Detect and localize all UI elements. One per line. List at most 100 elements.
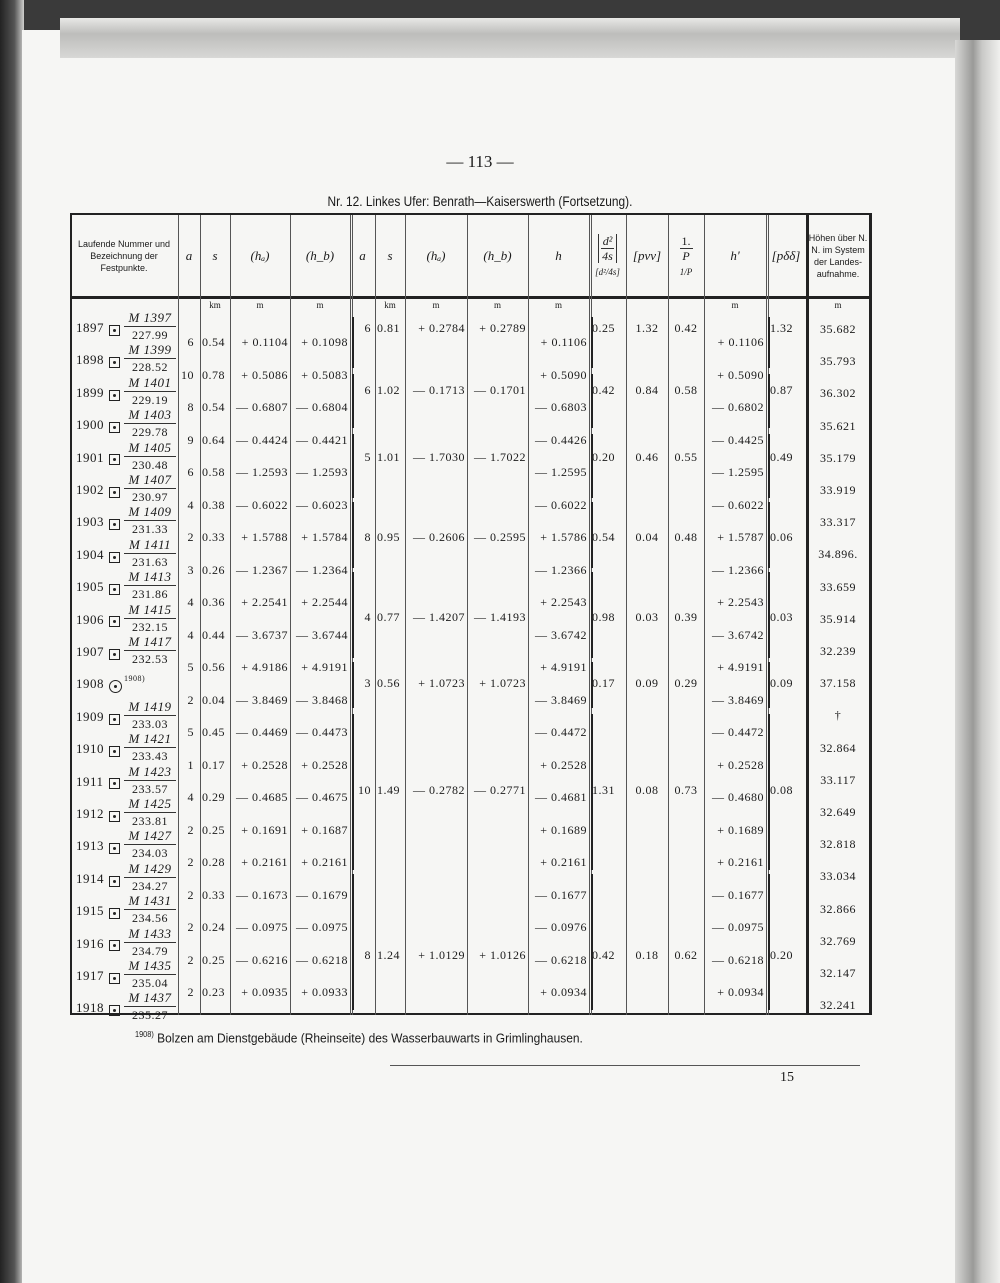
point-row: 1904 M 1411 231.63 [76, 537, 176, 573]
square-dot-icon [109, 648, 120, 660]
group-hb: + 1.0723 [479, 676, 526, 690]
section-a: 2 [187, 855, 194, 869]
point-row: 1917 M 1435 235.04 [76, 958, 176, 994]
square-dot-icon [109, 519, 120, 531]
brace [591, 374, 593, 428]
group-pvv: 0.84 [635, 383, 659, 397]
section-ha: + 0.0935 [241, 985, 288, 999]
header-ha: (hₐ) [250, 247, 270, 263]
hoehen-value: 33.117 [820, 772, 856, 787]
column-divider [626, 215, 627, 1015]
benchmark-elevation: 234.03 [132, 846, 168, 861]
column-divider [668, 215, 669, 1015]
hoehen-value: 32.866 [820, 901, 856, 916]
point-row: 1906 M 1415 232.15 [76, 602, 176, 638]
benchmark-elevation: 232.15 [132, 619, 168, 634]
benchmark-elevation: 230.48 [132, 457, 168, 472]
section-hp: — 3.6742 [712, 627, 764, 642]
group-s: 0.95 [377, 530, 400, 544]
unit-ha: m [256, 300, 264, 310]
point-row: 1897 M 1397 227.99 [76, 310, 176, 346]
group-pdd: 0.03 [770, 610, 793, 624]
footnote: 1908) Bolzen am Dienstgebäude (Rheinseit… [135, 1030, 583, 1045]
hoehen-value: 32.147 [820, 966, 856, 980]
square-dot-icon [109, 324, 120, 336]
brace [591, 434, 593, 498]
brace [768, 572, 770, 658]
header-s: s [212, 247, 218, 263]
section-ha: — 1.2593 [236, 465, 288, 479]
header-h: h [555, 247, 562, 263]
brace [591, 714, 593, 870]
group-hb: + 0.2789 [479, 321, 526, 335]
section-hp: — 1.2595 [712, 465, 764, 479]
fraction-d2: d² 4s [597, 234, 618, 263]
benchmark-mark: M 1399 [124, 342, 176, 360]
group-pvv: 0.08 [635, 783, 659, 797]
point-number: 1918 [76, 1000, 104, 1016]
section-ha: + 1.5788 [241, 530, 288, 544]
group-invP: 0.29 [674, 676, 698, 690]
hoehen-value: 32.818 [820, 837, 856, 852]
group-invP: 0.55 [674, 450, 698, 464]
column-divider [528, 215, 529, 1015]
section-hp: + 0.2528 [717, 757, 764, 772]
section-ha: — 0.1673 [236, 887, 288, 902]
benchmark-elevation: 232.53 [132, 652, 168, 666]
section-ha: + 2.2541 [241, 595, 288, 609]
group-pvv: 0.04 [635, 530, 659, 544]
section-a: 6 [187, 465, 194, 479]
hoehen-value: 33.919 [820, 483, 856, 497]
section-s: 0.54 [202, 335, 225, 349]
group-hb: + 1.0126 [479, 948, 526, 962]
group-s: 1.02 [377, 383, 400, 397]
group-invP: 0.58 [674, 383, 698, 397]
benchmark-elevation: 235.04 [132, 976, 168, 990]
benchmark-mark: M 1423 [124, 764, 176, 781]
section-ha: + 0.1691 [241, 822, 288, 837]
section-h: — 3.8469 [535, 692, 587, 707]
section-a: 1 [187, 757, 194, 772]
section-s: 0.78 [202, 367, 225, 382]
square-dot-icon [109, 875, 120, 887]
section-a: 2 [187, 822, 194, 837]
point-row: 1918 M 1437 235.27 [76, 990, 176, 1026]
square-dot-icon [109, 551, 120, 563]
header-pdd: [pδδ] [771, 247, 801, 263]
group-d2: 0.54 [592, 530, 615, 544]
benchmark-mark: M 1405 [124, 440, 176, 457]
benchmark-elevation: 229.78 [132, 425, 168, 440]
brace [352, 502, 354, 568]
section-a: 9 [187, 432, 194, 447]
section-hb: — 1.2364 [296, 562, 348, 577]
point-number: 1917 [76, 968, 104, 983]
benchmark-mark: M 1429 [124, 861, 176, 878]
unit-s2: km [384, 300, 396, 310]
section-hp: — 1.2366 [712, 562, 764, 577]
point-row: 1899 M 1401 229.19 [76, 375, 176, 411]
benchmark-mark: M 1433 [124, 926, 176, 943]
square-dot-icon [109, 810, 120, 822]
page-number: — 113 — [446, 152, 514, 171]
group-invP: 0.42 [674, 321, 698, 335]
footnote-ref: 1908) [124, 674, 146, 684]
hoehen-value: 32.649 [820, 805, 856, 819]
section-a: 2 [187, 920, 194, 934]
section-s: 0.25 [202, 952, 225, 967]
header-divider [70, 296, 872, 299]
section-hb: + 0.1098 [301, 335, 348, 349]
hoehen-value: 33.034 [820, 869, 856, 884]
group-ha: — 1.7030 [413, 450, 465, 464]
header-hb2: (h_b) [483, 247, 512, 263]
section-a: 2 [187, 887, 194, 902]
numerator: 1. [679, 234, 693, 249]
benchmark-mark: M 1411 [124, 537, 176, 554]
section-ha: + 0.1104 [241, 335, 288, 349]
benchmark-mark: M 1421 [124, 731, 176, 749]
section-hb: — 0.6218 [296, 952, 348, 967]
benchmark-elevation: 234.56 [132, 911, 168, 926]
section-a: 8 [187, 400, 194, 414]
section-a: 4 [187, 497, 194, 512]
hoehen-value: 34.896. [818, 547, 858, 562]
point-row: 1909 M 1419 233.03 [76, 699, 176, 735]
